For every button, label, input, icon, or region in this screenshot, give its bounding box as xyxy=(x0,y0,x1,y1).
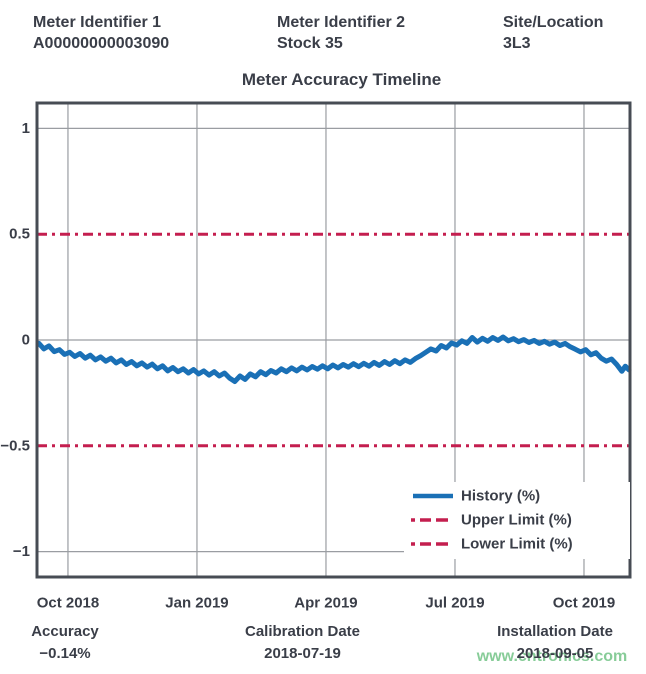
chart-title: Meter Accuracy Timeline xyxy=(241,70,442,89)
y-axis-tick-label: 0.5 xyxy=(9,226,30,243)
installation-date-label: Installation Date xyxy=(497,623,613,640)
watermark-text: www.cntronics.com xyxy=(476,648,628,665)
site-location-value: 3L3 xyxy=(503,35,531,52)
meter-identifier-2-label: Meter Identifier 2 xyxy=(277,14,406,31)
meter-identifier-2-value: Stock 35 xyxy=(277,35,343,52)
calibration-date-block: Calibration Date 2018-07-19 xyxy=(210,623,395,662)
meter-identifier-1-label: Meter Identifier 1 xyxy=(33,14,162,31)
x-axis-tick-label: Jul 2019 xyxy=(425,595,484,612)
calibration-date-value: 2018-07-19 xyxy=(264,645,341,662)
accuracy-block: Accuracy −0.14% xyxy=(10,623,120,662)
y-axis-tick-label: 1 xyxy=(22,120,30,137)
accuracy-value: −0.14% xyxy=(39,645,91,662)
y-axis-tick-label: 0 xyxy=(22,332,30,349)
installation-date-value: 2018-09-05 xyxy=(516,645,594,662)
legend-item-label: Lower Limit (%) xyxy=(461,536,573,553)
meter-identifier-2-block: Meter Identifier 2 Stock 35 xyxy=(277,12,405,54)
legend-item-label: Upper Limit (%) xyxy=(461,512,572,529)
legend-item-label: History (%) xyxy=(461,488,540,505)
x-axis-tick-label: Apr 2019 xyxy=(294,595,357,612)
history-line xyxy=(36,334,632,384)
meter-identifier-1-value: A00000000003090 xyxy=(33,35,170,52)
meter-identifier-1-block: Meter Identifier 1 A00000000003090 xyxy=(33,12,169,54)
site-location-label: Site/Location xyxy=(503,14,604,31)
x-axis-tick-label: Oct 2019 xyxy=(553,595,616,612)
site-location-block: Site/Location 3L3 xyxy=(503,12,603,54)
y-axis-tick-label: −0.5 xyxy=(0,437,30,454)
calibration-date-label: Calibration Date xyxy=(244,623,361,640)
x-axis-tick-label: Jan 2019 xyxy=(165,595,228,612)
x-axis-tick-label: Oct 2018 xyxy=(37,595,100,612)
installation-date-block: Installation Date 2018-09-05 xyxy=(460,623,646,662)
y-axis-tick-label: −1 xyxy=(13,543,30,560)
accuracy-label: Accuracy xyxy=(31,623,99,640)
plot-border xyxy=(35,101,632,579)
